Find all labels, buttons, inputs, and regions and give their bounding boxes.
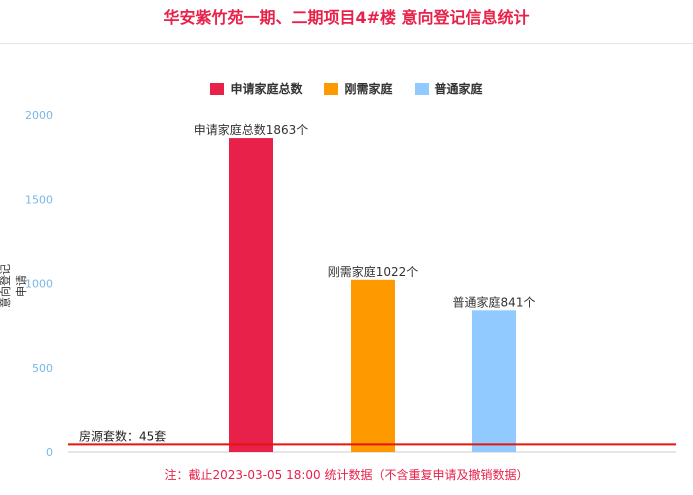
data-label: 刚需家庭1022个 xyxy=(328,264,419,279)
y-tick-label: 2000 xyxy=(25,109,53,122)
legend-item-rigid[interactable]: 刚需家庭 xyxy=(324,80,393,97)
legend-item-normal[interactable]: 普通家庭 xyxy=(414,80,483,97)
y-tick-label: 500 xyxy=(32,362,53,375)
legend-label-rigid: 刚需家庭 xyxy=(344,82,393,96)
y-tick-label: 0 xyxy=(46,446,53,459)
bar xyxy=(472,310,516,452)
legend-swatch-rigid xyxy=(324,82,339,95)
footnote: 注：截止2023-03-05 18:00 统计数据（不含重复申请及撤销数据） xyxy=(164,468,529,482)
legend-swatch-total xyxy=(210,82,225,95)
legend-item-total[interactable]: 申请家庭总数 xyxy=(210,80,302,97)
legend: 申请家庭总数 刚需家庭 普通家庭 xyxy=(0,80,693,97)
reference-line-label: 房源套数：45套 xyxy=(79,428,166,443)
y-tick-label: 1500 xyxy=(25,193,53,206)
data-label: 申请家庭总数1863个 xyxy=(194,122,309,137)
legend-swatch-normal xyxy=(414,82,429,95)
legend-label-normal: 普通家庭 xyxy=(434,82,483,96)
data-label: 普通家庭841个 xyxy=(453,294,536,309)
bar xyxy=(229,138,273,452)
legend-label-total: 申请家庭总数 xyxy=(230,82,303,96)
bar xyxy=(351,279,395,452)
y-tick-label: 1000 xyxy=(25,278,53,291)
chart-title: 华安紫竹苑一期、二期项目4#楼 意向登记信息统计 xyxy=(0,0,693,44)
